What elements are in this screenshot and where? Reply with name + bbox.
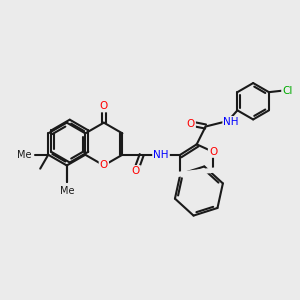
Text: O: O bbox=[100, 101, 108, 111]
Text: Cl: Cl bbox=[282, 86, 293, 96]
Text: O: O bbox=[132, 166, 140, 176]
Text: NH: NH bbox=[153, 150, 169, 160]
Text: Me: Me bbox=[59, 186, 74, 196]
Text: O: O bbox=[100, 160, 108, 170]
Text: O: O bbox=[209, 147, 217, 157]
Text: NH: NH bbox=[224, 117, 239, 127]
Text: O: O bbox=[187, 118, 195, 128]
Text: Me: Me bbox=[17, 150, 31, 160]
